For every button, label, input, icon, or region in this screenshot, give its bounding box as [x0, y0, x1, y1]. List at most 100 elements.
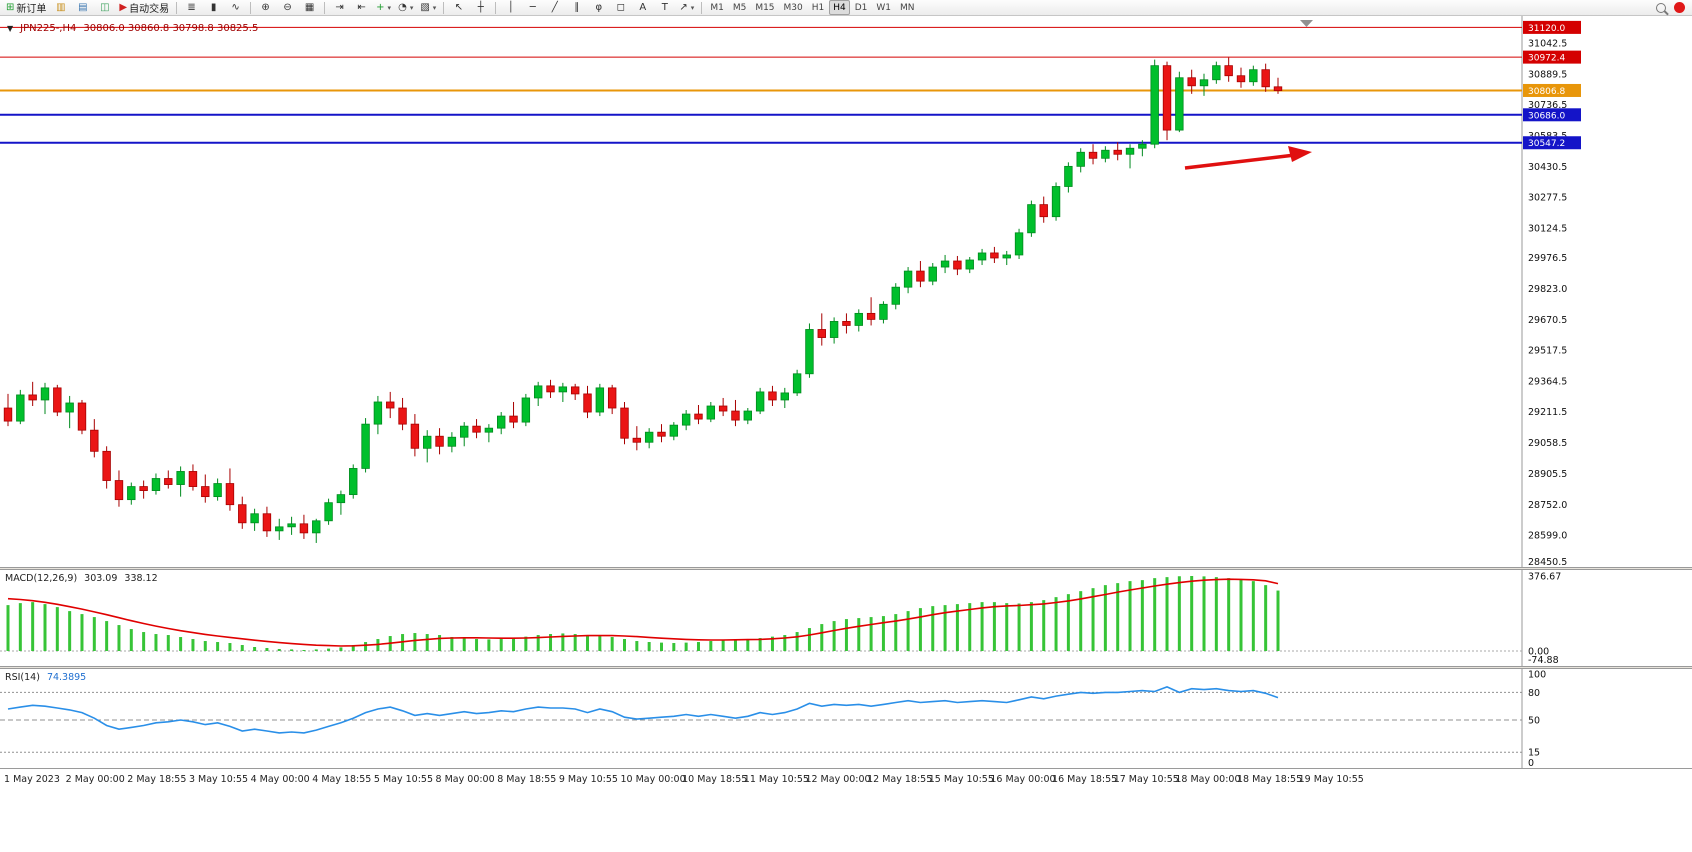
panel-splitter[interactable]: [0, 567, 1692, 570]
chart-shift-button[interactable]: ⇤: [351, 0, 372, 16]
text-icon: A: [639, 1, 647, 13]
line-chart-button[interactable]: ∿: [225, 0, 246, 16]
time-axis-label: 8 May 18:55: [497, 774, 557, 785]
rsi-name: RSI(14): [5, 672, 40, 683]
time-axis-label: 10 May 18:55: [682, 774, 748, 785]
panel-splitter[interactable]: [0, 666, 1692, 669]
market-watch-icon[interactable]: ▤: [72, 0, 93, 16]
timeframe-w1-button[interactable]: W1: [876, 2, 892, 13]
chart-window-icon[interactable]: ▥: [50, 0, 71, 16]
zoom-out-button[interactable]: ⊖: [277, 0, 298, 16]
timeframe-m30-button[interactable]: M30: [783, 2, 803, 13]
time-axis-label: 9 May 10:55: [558, 774, 618, 785]
shapes-button[interactable]: ◻: [610, 0, 631, 16]
price-axis-tick: 28752.0: [1528, 500, 1567, 511]
chevron-down-icon[interactable]: ▾: [690, 3, 695, 12]
chevron-down-icon[interactable]: ▾: [387, 3, 392, 12]
time-axis[interactable]: 1 May 2023 2 May 00:00 2 May 18:55 3 May 10…: [0, 768, 1692, 790]
templates-button[interactable]: ▧ ▾: [417, 0, 439, 16]
time-axis-label: 3 May 10:55: [188, 774, 249, 785]
tile-windows-icon: ▦: [304, 1, 315, 13]
fibonacci-icon: φ: [595, 1, 603, 13]
rsi-indicator-panel[interactable]: 100 80 50 150: [0, 669, 1692, 768]
macd-histogram: [6, 575, 1280, 651]
toolbar-separator: [250, 1, 252, 14]
timeframe-mn-button[interactable]: MN: [900, 2, 915, 13]
text-label-button[interactable]: T: [654, 0, 675, 16]
chevron-down-icon[interactable]: ▾: [409, 3, 414, 12]
bar-chart-button[interactable]: ≣: [181, 0, 202, 16]
rsi-line: [7, 686, 1279, 734]
navigator-icon-icon: ◫: [100, 1, 110, 13]
macd-axis-tick: -74.88: [1528, 655, 1559, 666]
time-axis-label: 12 May 00:00: [805, 774, 871, 785]
macd-indicator-panel[interactable]: 376.67 0.00-74.88: [0, 570, 1692, 666]
text-button[interactable]: A: [632, 0, 653, 16]
toolbar-right-icons: [1656, 2, 1689, 13]
price-axis-tick: 29670.5: [1528, 315, 1567, 326]
auto-scroll-icon: ⇥: [335, 1, 344, 13]
auto-scroll-button[interactable]: ⇥: [329, 0, 350, 16]
chart-collapse-icon[interactable]: ▼: [7, 24, 14, 33]
rsi-axis-tick: 50: [1528, 716, 1540, 727]
channel-button[interactable]: ∥: [566, 0, 587, 16]
arrows-tool-button[interactable]: ↗ ▾: [676, 0, 697, 16]
toolbar-separator: [176, 1, 178, 14]
timeframe-m5-button[interactable]: M5: [732, 2, 747, 13]
horizontal-line-button[interactable]: ─: [522, 0, 543, 16]
chart-title: JPN225-,H4: [20, 23, 77, 34]
timeframe-m15-button[interactable]: M15: [755, 2, 775, 13]
navigator-icon[interactable]: ◫: [94, 0, 115, 16]
rsi-axis-tick: 15: [1528, 748, 1540, 759]
add-indicator-icon: +: [376, 1, 385, 13]
chart-shift-marker[interactable]: [1300, 20, 1313, 27]
time-axis-label: 2 May 00:00: [65, 774, 125, 785]
toolbar-buttons: ⊞ 新订单 ▥ ▤ ◫ ▶ 自动交易 ≣ ▮ ∿ ⊕ ⊖ ▦ ⇥ ⇤ + ▾ ◔ ▾ ▧ ▾ ↖ ┼ │ ─ ╱ ∥ φ ◻ A T ↗ ▾ M1…: [3, 0, 919, 16]
main-price-chart[interactable]: 31042.530889.530736.530583.530430.530277…: [0, 16, 1692, 567]
timeframe-h4-button[interactable]: H4: [829, 0, 850, 15]
price-axis-tick: 30889.5: [1528, 69, 1567, 80]
trend-arrow-annotation[interactable]: [1184, 146, 1312, 170]
add-indicator-button[interactable]: + ▾: [373, 0, 394, 16]
zoom-in-button[interactable]: ⊕: [255, 0, 276, 16]
price-badge-label: 30972.4: [1528, 54, 1565, 64]
trendline-button[interactable]: ╱: [544, 0, 565, 16]
new-order-button[interactable]: ⊞ 新订单: [3, 0, 49, 16]
rsi-indicator-label: RSI(14) 74.3895: [5, 672, 86, 683]
timeframe-d1-button[interactable]: D1: [854, 2, 868, 13]
timeframe-m1-button[interactable]: M1: [710, 2, 724, 13]
price-badge-label: 30686.0: [1528, 111, 1565, 121]
shapes-icon: ◻: [616, 1, 625, 13]
price-axis-tick: 30736.5: [1528, 100, 1567, 111]
cursor-icon: ↖: [454, 1, 463, 13]
vertical-line-button[interactable]: │: [500, 0, 521, 16]
crosshair-button[interactable]: ┼: [470, 0, 491, 16]
tile-windows-button[interactable]: ▦: [299, 0, 320, 16]
time-axis-label: 5 May 10:55: [373, 774, 433, 785]
time-axis-label: 15 May 10:55: [928, 774, 994, 785]
rsi-axis-tick: 80: [1528, 688, 1540, 699]
notification-icon[interactable]: [1674, 2, 1685, 13]
autotrading-icon: ▶: [119, 1, 128, 13]
time-axis-label: 10 May 00:00: [620, 774, 686, 785]
candlestick-series: [3, 57, 1283, 543]
time-axis-label: 17 May 10:55: [1113, 774, 1179, 785]
macd-name: MACD(12,26,9): [5, 573, 78, 584]
time-axis-label: 12 May 18:55: [867, 774, 933, 785]
candlestick-chart-button[interactable]: ▮: [203, 0, 224, 16]
timeframe-h1-button[interactable]: H1: [811, 2, 825, 13]
arrows-tool-icon: ↗: [679, 1, 688, 13]
time-axis-label: 4 May 18:55: [312, 774, 372, 785]
cursor-button[interactable]: ↖: [448, 0, 469, 16]
chevron-down-icon[interactable]: ▾: [432, 3, 437, 12]
autotrading-button[interactable]: ▶ 自动交易: [116, 0, 172, 16]
rsi-axis-tick: 100: [1528, 670, 1546, 681]
periods-button[interactable]: ◔ ▾: [395, 0, 416, 16]
search-icon[interactable]: [1656, 2, 1666, 13]
price-badge-label: 30547.2: [1528, 139, 1565, 149]
fibonacci-button[interactable]: φ: [588, 0, 609, 16]
text-label-icon: T: [661, 1, 668, 13]
price-badge: [1523, 136, 1581, 150]
price-axis-tick: 29517.5: [1528, 346, 1567, 357]
toolbar-separator: [443, 1, 445, 14]
